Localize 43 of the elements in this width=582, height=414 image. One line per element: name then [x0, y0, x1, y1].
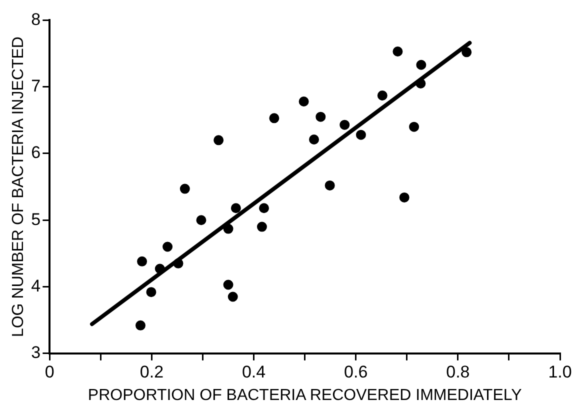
x-axis-title: PROPORTION OF BACTERIA RECOVERED IMMEDIATELY — [88, 386, 522, 404]
y-tick-label: 8 — [31, 10, 41, 29]
point — [196, 215, 206, 226]
y-tick-label: 5 — [31, 210, 41, 229]
point — [223, 280, 234, 290]
point — [356, 130, 366, 140]
y-axis-title: LOG NUMBER OF BACTERIA INJECTED — [10, 36, 28, 338]
y-tick-label: 6 — [31, 143, 41, 162]
point — [399, 192, 410, 202]
point — [173, 258, 184, 268]
point — [409, 122, 420, 132]
y-tick-label: 3 — [31, 343, 41, 362]
point — [137, 256, 148, 266]
point — [223, 224, 234, 234]
x-tick-label: 0.6 — [344, 362, 368, 382]
point — [309, 134, 320, 144]
point — [392, 46, 403, 57]
point — [214, 135, 224, 146]
x-tick-label: 0.8 — [446, 362, 470, 382]
y-tick-label: 4 — [31, 276, 41, 296]
point — [146, 287, 156, 298]
point — [154, 264, 165, 274]
point — [324, 180, 335, 190]
point — [180, 184, 190, 194]
point — [298, 96, 309, 106]
y-tick-label: 7 — [31, 76, 41, 96]
x-tick-label: 1.0 — [548, 362, 572, 382]
point — [316, 112, 326, 122]
x-tick-label: 0.4 — [242, 362, 266, 382]
x-tick-label: 0 — [44, 362, 54, 382]
point — [269, 113, 280, 124]
point — [340, 120, 350, 130]
point — [259, 203, 269, 214]
point — [256, 222, 267, 232]
point — [230, 203, 241, 214]
x-tick-label: 0.2 — [140, 362, 164, 382]
point — [228, 292, 238, 302]
point — [135, 320, 146, 330]
point — [416, 60, 426, 70]
point — [416, 78, 426, 89]
point — [162, 242, 173, 252]
point — [377, 90, 388, 101]
point — [462, 47, 472, 58]
